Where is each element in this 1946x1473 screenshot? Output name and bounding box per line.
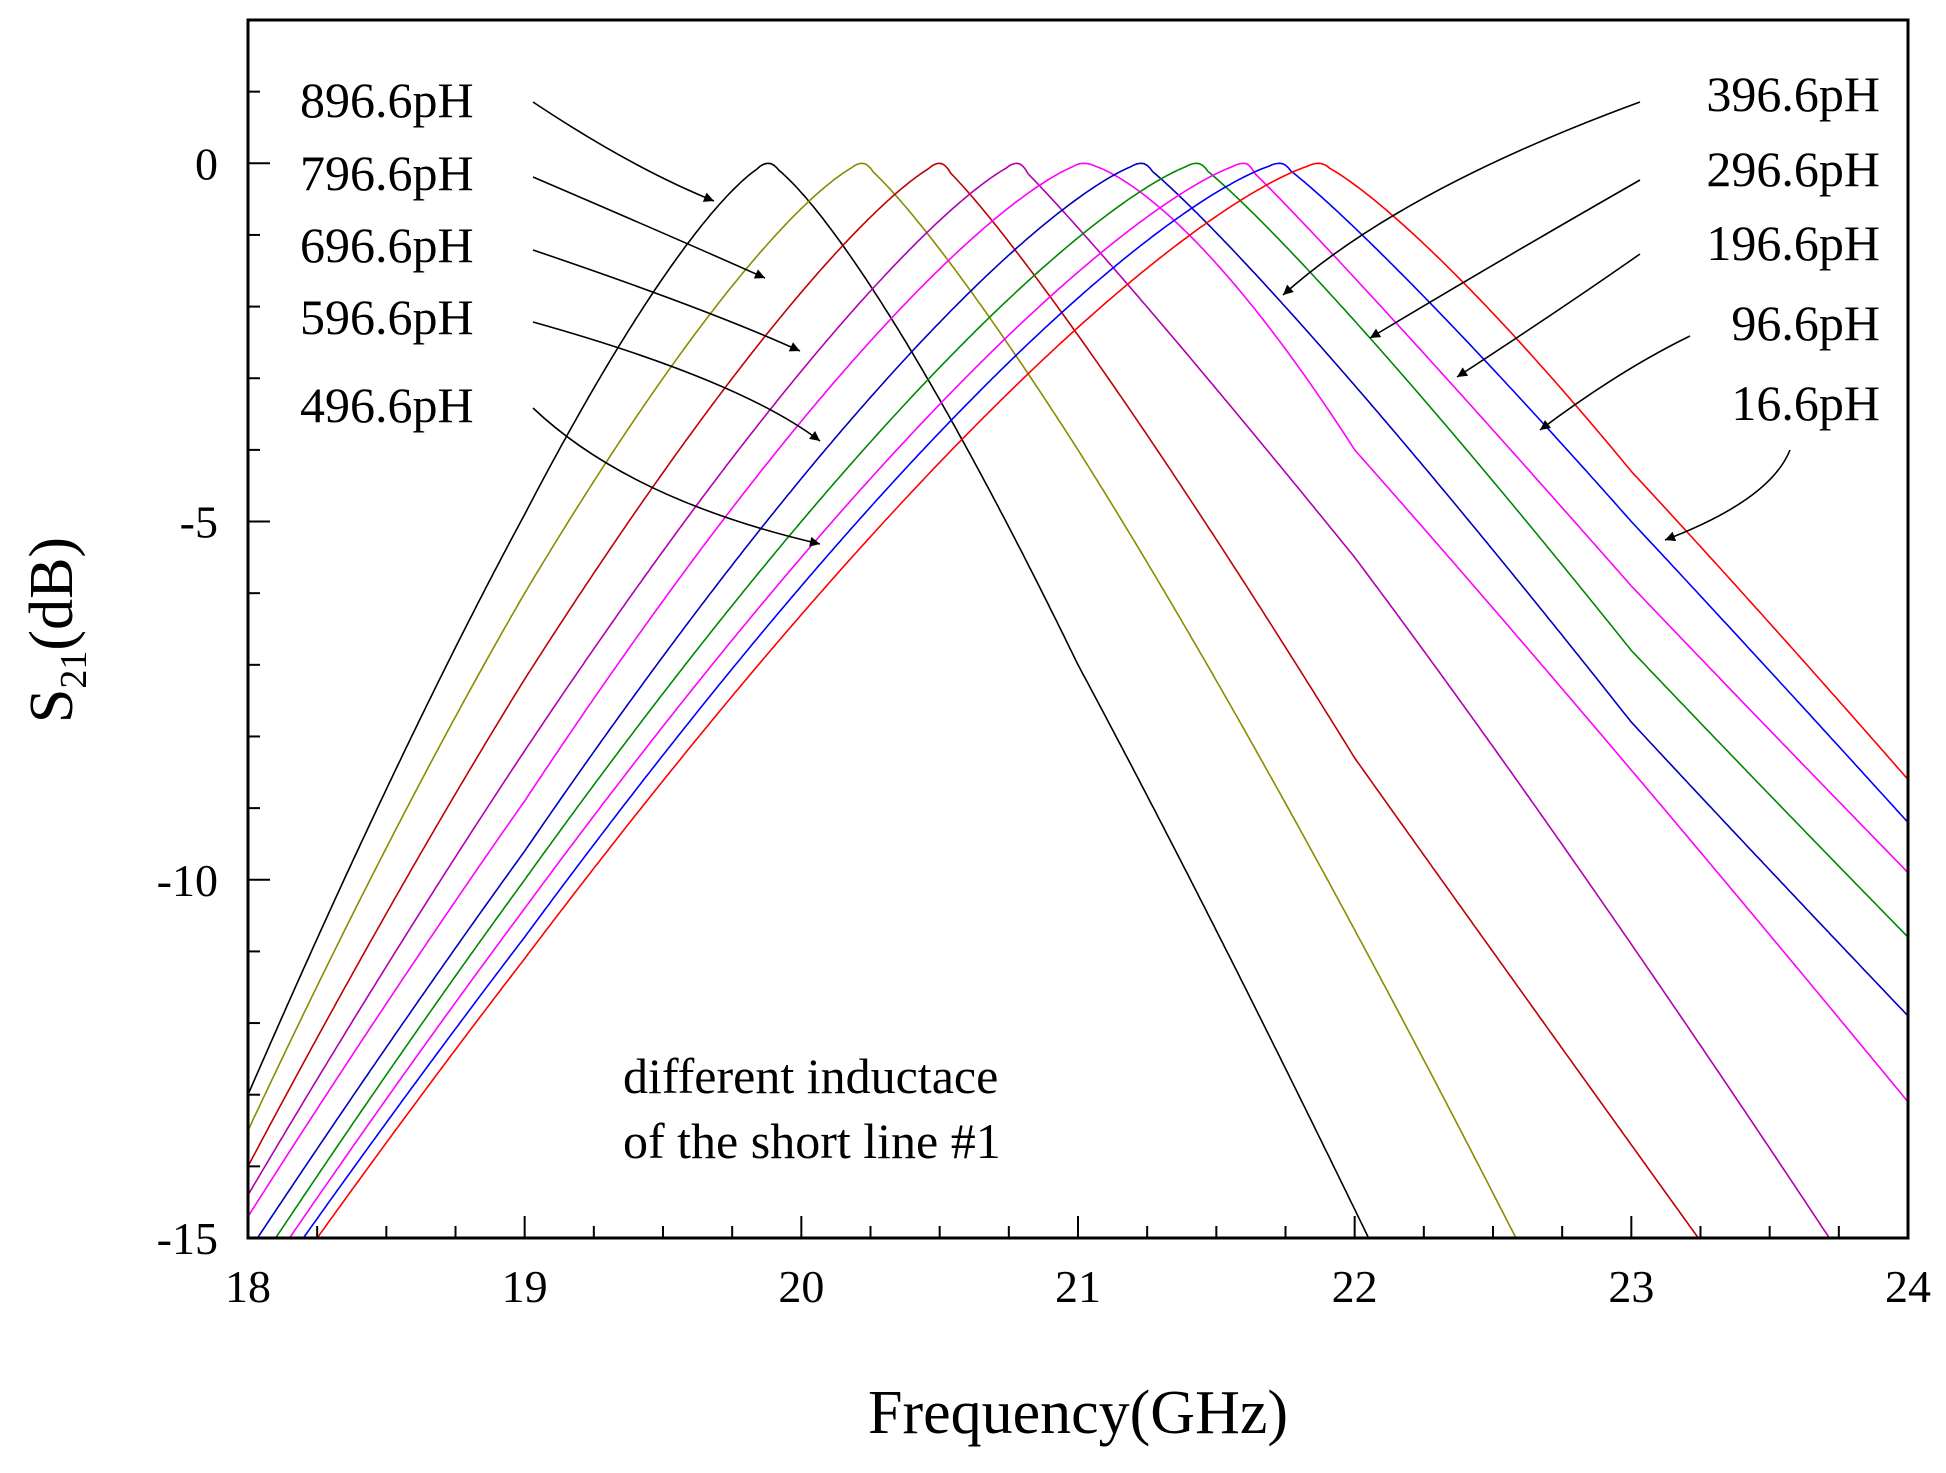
curve-696.6pH	[248, 162, 1700, 1238]
arrow-796.6pH	[532, 176, 766, 279]
y-tick-label: -15	[157, 1213, 218, 1264]
curve-label-796.6pH: 796.6pH	[300, 145, 474, 201]
plot-frame	[246, 18, 1910, 1240]
curve-label-596.6pH: 596.6pH	[300, 289, 474, 345]
arrow-296.6pH	[1369, 179, 1641, 339]
curve-396.6pH	[256, 162, 1908, 1238]
curve-496.6pH	[248, 162, 1908, 1217]
annotation-line-1: different inductace	[623, 1048, 998, 1104]
x-tick-label: 24	[1885, 1261, 1931, 1312]
tick-labels: 18 19 20 21 22 23 24 0 -5 -10 -15	[157, 138, 1931, 1312]
x-tick-label: 23	[1608, 1261, 1654, 1312]
series-curves	[248, 162, 1908, 1238]
arrow-396.6pH	[1282, 101, 1641, 296]
curve-label-696.6pH: 696.6pH	[300, 217, 474, 273]
curve-296.6pH	[274, 162, 1908, 1238]
curve-label-896.6pH: 896.6pH	[300, 72, 474, 128]
arrow-696.6pH	[532, 249, 801, 352]
y-axis-title: S21(dB)	[18, 537, 95, 723]
curve-896.6pH	[248, 162, 1370, 1238]
y-tick-label: 0	[195, 138, 218, 189]
curve-796.6pH	[248, 162, 1517, 1238]
arrow-496.6pH	[532, 407, 821, 547]
curve-label-96.6pH: 96.6pH	[1731, 295, 1880, 351]
axis-ticks	[247, 19, 1909, 1239]
curve-96.6pH	[302, 162, 1908, 1238]
x-tick-label: 20	[778, 1261, 824, 1312]
x-tick-label: 21	[1055, 1261, 1101, 1312]
arrow-896.6pH	[532, 101, 715, 202]
y-tick-label: -10	[157, 855, 218, 906]
arrow-596.6pH	[532, 321, 821, 442]
arrow-196.6pH	[1456, 253, 1641, 378]
curve-label-396.6pH: 396.6pH	[1706, 66, 1880, 122]
y-tick-label: -5	[180, 497, 218, 548]
curve-label-496.6pH: 496.6pH	[300, 377, 474, 433]
curve-label-16.6pH: 16.6pH	[1731, 375, 1880, 431]
y-axis-title-sub: 21	[53, 651, 95, 689]
arrow-16.6pH	[1664, 449, 1791, 542]
x-axis-title: Frequency(GHz)	[868, 1379, 1288, 1447]
y-axis-title-unit: (dB)	[18, 537, 86, 651]
x-tick-label: 18	[225, 1261, 271, 1312]
curve-label-196.6pH: 196.6pH	[1706, 215, 1880, 271]
x-tick-label: 19	[502, 1261, 548, 1312]
curve-596.6pH	[248, 162, 1831, 1238]
y-axis-title-main: S	[18, 689, 86, 723]
curve-16.6pH	[316, 162, 1908, 1238]
annotation-line-2: of the short line #1	[623, 1113, 1001, 1169]
x-tick-label: 22	[1332, 1261, 1378, 1312]
curve-labels: 896.6pH 796.6pH 696.6pH 596.6pH 496.6pH 396.6…	[300, 66, 1880, 433]
curve-196.6pH	[288, 162, 1908, 1238]
curve-label-296.6pH: 296.6pH	[1706, 141, 1880, 197]
arrow-96.6pH	[1539, 335, 1691, 431]
label-arrows	[532, 101, 1791, 547]
